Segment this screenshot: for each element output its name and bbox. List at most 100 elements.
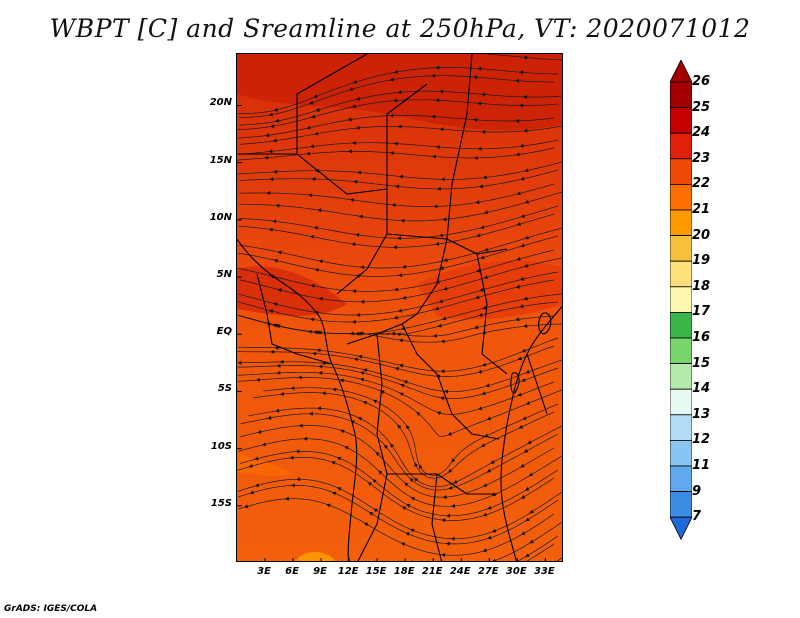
- streamline-arrow: [393, 98, 398, 103]
- streamline-arrow: [519, 70, 524, 75]
- streamline: [248, 407, 562, 488]
- lon-label: 24E: [449, 566, 471, 577]
- colorbar-label: 21: [692, 202, 711, 217]
- streamline-arrow: [397, 424, 402, 429]
- credit-text: GrADS: IGES/COLA: [4, 604, 98, 614]
- streamline: [237, 359, 562, 393]
- streamline-arrow: [321, 391, 326, 396]
- streamline-arrow: [474, 325, 479, 330]
- streamline-arrow: [347, 117, 352, 122]
- streamline-arrow: [515, 317, 520, 322]
- streamline-arrow: [362, 401, 368, 405]
- border-line: [376, 333, 437, 475]
- colorbar-segment: [670, 81, 692, 109]
- streamline-arrow: [277, 288, 282, 293]
- streamline-arrow: [400, 218, 405, 223]
- lon-label: 18E: [393, 566, 415, 577]
- streamline-arrow: [355, 96, 361, 101]
- streamline-arrow: [351, 319, 356, 324]
- streamline-arrow: [448, 486, 453, 490]
- streamline-arrow: [297, 375, 302, 380]
- streamline-arrow: [296, 477, 301, 482]
- streamline-arrow: [269, 274, 275, 279]
- streamline-arrow: [409, 528, 415, 533]
- streamline-arrow: [435, 65, 440, 70]
- streamline: [237, 371, 555, 415]
- streamline-arrow: [306, 151, 311, 156]
- streamline-arrow: [357, 417, 363, 421]
- streamline-arrow: [519, 103, 524, 108]
- streamline-arrow: [517, 392, 522, 397]
- streamline-arrow: [349, 331, 354, 336]
- streamline-arrow: [389, 113, 394, 118]
- streamline-arrow: [308, 411, 313, 416]
- streamline-arrow: [332, 491, 337, 496]
- border-line: [331, 363, 358, 561]
- streamline-arrow: [363, 522, 369, 527]
- streamline: [252, 392, 555, 479]
- streamline-arrow: [360, 265, 365, 270]
- streamline-arrow: [306, 125, 311, 130]
- streamline: [239, 227, 562, 269]
- streamline-arrow: [359, 377, 365, 382]
- streamline-arrow: [276, 363, 281, 368]
- streamline-arrow: [337, 487, 342, 491]
- streamline-arrow: [525, 553, 530, 557]
- streamline-arrow: [378, 470, 383, 475]
- streamline-arrow: [391, 331, 396, 336]
- streamline-arrow: [438, 299, 444, 304]
- streamline-arrow: [484, 247, 489, 252]
- streamline-arrow: [523, 448, 529, 453]
- streamline-arrow: [524, 263, 529, 268]
- streamline-arrow: [273, 258, 278, 263]
- streamline-arrow: [402, 295, 407, 300]
- streamline-arrow: [520, 243, 525, 248]
- colorbar-segment: [670, 491, 692, 518]
- colorbar-label: 22: [692, 176, 711, 192]
- streamline-arrow: [257, 429, 262, 434]
- colorbar-label: 25: [692, 99, 711, 115]
- streamline-arrow: [295, 449, 300, 454]
- streamline-arrow: [525, 401, 531, 405]
- streamline-arrow: [326, 503, 331, 508]
- lon-label: 33E: [533, 566, 555, 577]
- streamline-arrow: [310, 144, 315, 149]
- streamline-arrow: [351, 104, 357, 109]
- streamline-arrow: [310, 284, 315, 288]
- streamline-arrow: [400, 383, 405, 388]
- streamline-arrow: [290, 386, 295, 391]
- lon-label: 15E: [365, 566, 387, 577]
- streamline-arrow: [273, 302, 278, 307]
- streamline-arrow: [520, 214, 525, 218]
- streamline-arrow: [475, 200, 480, 205]
- colorbar-label: 26: [692, 74, 711, 89]
- colorbar-label: 20: [692, 227, 711, 243]
- streamline-arrow: [393, 315, 398, 320]
- streamline-arrow: [478, 313, 483, 317]
- lat-label: 10N: [209, 211, 232, 223]
- streamline-arrow: [524, 486, 530, 491]
- colorbar-label: 12: [692, 432, 711, 448]
- streamline-arrow: [397, 308, 403, 313]
- streamline-arrow: [404, 482, 409, 487]
- streamline-arrow: [437, 323, 442, 328]
- streamline-arrow: [473, 75, 478, 80]
- lon-label: 21E: [421, 566, 443, 577]
- streamline-arrow: [523, 95, 528, 99]
- lat-label: 5N: [216, 269, 232, 281]
- streamline-arrow: [479, 287, 484, 292]
- streamline: [239, 169, 559, 190]
- streamline-arrow: [248, 464, 253, 468]
- country-borders: [237, 54, 562, 561]
- streamline-arrow: [318, 259, 323, 264]
- streamline-arrow: [318, 296, 323, 301]
- streamline-arrow: [481, 92, 486, 97]
- streamline-arrow: [528, 472, 534, 477]
- streamline-arrow: [318, 371, 323, 375]
- streamline-arrow: [406, 504, 411, 508]
- lon-label: 27E: [477, 566, 499, 577]
- streamline-arrow: [440, 339, 445, 344]
- streamline-arrow: [393, 69, 398, 74]
- streamline-arrow: [483, 275, 488, 279]
- streamline-arrow: [367, 481, 373, 486]
